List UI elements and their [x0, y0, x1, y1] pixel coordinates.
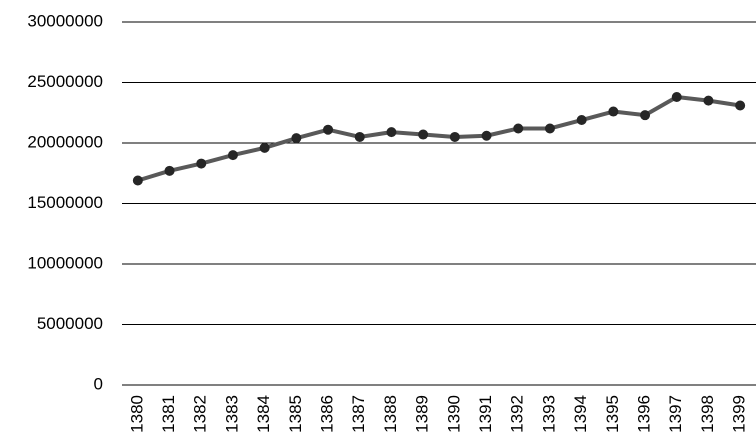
y-tick-label: 25000000: [27, 72, 103, 91]
data-point: [196, 158, 207, 169]
y-tick-label: 10000000: [27, 253, 103, 272]
x-tick-label: 1396: [635, 395, 654, 433]
data-point: [323, 124, 334, 135]
y-tick-label: 5000000: [37, 314, 103, 333]
x-tick-label: 1393: [539, 395, 558, 433]
x-tick-label: 1391: [476, 395, 495, 433]
x-tick-label: 1386: [318, 395, 337, 433]
data-point: [291, 133, 302, 144]
data-point: [418, 129, 429, 140]
data-point: [671, 92, 682, 103]
x-tick-label: 1387: [349, 395, 368, 433]
data-point: [703, 95, 714, 106]
data-point: [132, 175, 143, 186]
data-point: [544, 123, 555, 134]
y-tick-label: 15000000: [27, 193, 103, 212]
data-line: [137, 95, 741, 183]
data-point: [449, 131, 460, 142]
y-tick-label: 30000000: [27, 11, 103, 30]
data-point: [608, 106, 619, 117]
x-tick-label: 1380: [127, 395, 146, 433]
x-tick-label: 1388: [381, 395, 400, 433]
x-tick-label: 1382: [191, 395, 210, 433]
x-tick-label: 1399: [730, 395, 749, 433]
data-point: [640, 110, 651, 121]
x-tick-label: 1389: [413, 395, 432, 433]
data-point: [513, 123, 524, 134]
y-tick-label: 0: [94, 374, 103, 393]
x-tick-label: 1398: [698, 395, 717, 433]
data-point: [735, 100, 746, 111]
x-tick-label: 1384: [254, 395, 273, 433]
data-point: [164, 165, 175, 176]
x-tick-label: 1397: [666, 395, 685, 433]
data-point: [481, 130, 492, 141]
x-tick-label: 1383: [222, 395, 241, 433]
data-point: [576, 115, 587, 126]
data-point: [227, 150, 238, 161]
data-point: [354, 131, 365, 142]
x-tick-label: 1385: [286, 395, 305, 433]
x-tick-label: 1395: [603, 395, 622, 433]
y-tick-label: 20000000: [27, 132, 103, 151]
data-point: [259, 142, 270, 153]
x-tick-label: 1394: [571, 395, 590, 433]
data-point: [386, 127, 397, 138]
x-tick-label: 1392: [508, 395, 527, 433]
x-tick-label: 1390: [444, 395, 463, 433]
x-tick-label: 1381: [159, 395, 178, 433]
